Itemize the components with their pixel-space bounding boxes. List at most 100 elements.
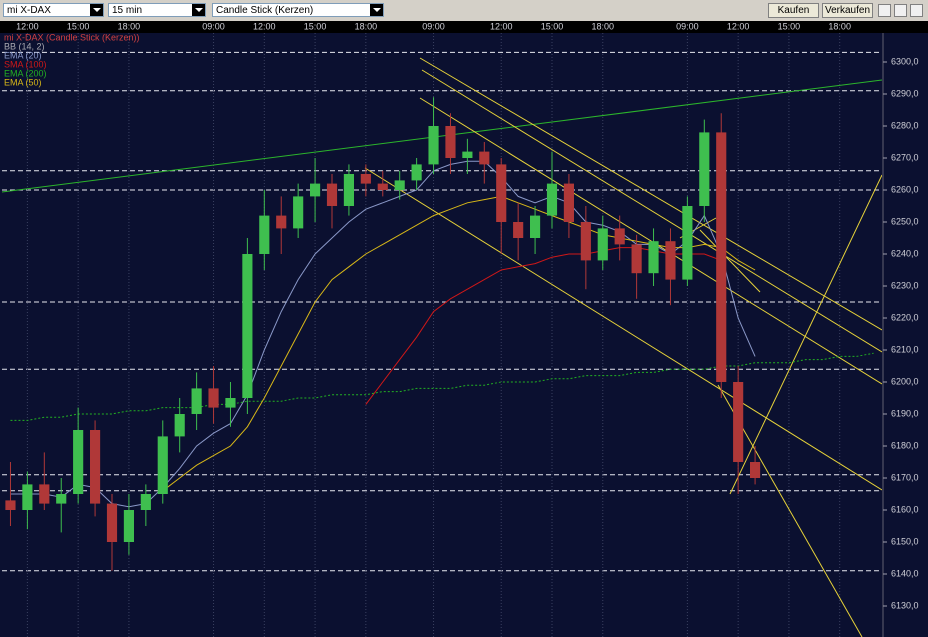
x-tick-label: 12:00 [490, 21, 513, 31]
candle-body [394, 180, 405, 190]
candle-body [5, 500, 16, 510]
chart-background [0, 21, 928, 637]
candle-body [310, 183, 321, 197]
y-tick-label: 6250,0 [891, 216, 919, 226]
candle-body [530, 215, 541, 238]
buy-button[interactable]: Kaufen [768, 3, 819, 18]
candle-body [343, 174, 354, 206]
legend-entry: SMA (100) [4, 59, 47, 69]
y-tick-label: 6290,0 [891, 88, 919, 98]
instrument-select[interactable]: mi X-DAX [3, 3, 104, 17]
candle-body [191, 388, 202, 414]
indicator-line [10, 352, 874, 421]
settings-icon[interactable] [910, 4, 923, 17]
interval-select[interactable]: 15 min [108, 3, 206, 17]
candle-body [580, 222, 591, 261]
y-tick-label: 6160,0 [891, 504, 919, 514]
y-tick-label: 6200,0 [891, 376, 919, 386]
candle-body [106, 503, 118, 542]
chart-style-select[interactable]: Candle Stick (Kerzen) [212, 3, 384, 17]
candle-body [39, 484, 50, 504]
trendline [419, 57, 882, 331]
y-tick-label: 6240,0 [891, 248, 919, 258]
instrument-label: mi X-DAX [7, 5, 51, 16]
trendlines [2, 57, 882, 637]
candle-body [411, 164, 422, 181]
candle-body [462, 151, 473, 158]
candle-body [631, 244, 642, 274]
candle-body [90, 430, 101, 504]
y-tick-label: 6300,0 [891, 56, 919, 66]
x-tick-label: 12:00 [16, 21, 39, 31]
trendline [2, 79, 882, 193]
candle-body [665, 241, 676, 280]
candle-body [73, 430, 84, 494]
x-tick-label: 12:00 [727, 21, 750, 31]
x-tick-label: 09:00 [202, 21, 225, 31]
chart: 6130,0 6140,0 6150,0 6160,0 6170,0 6180,0 6190… [0, 21, 928, 637]
candle-body [242, 254, 253, 398]
y-tick-label: 6190,0 [891, 408, 919, 418]
candle-body [56, 494, 67, 504]
legend-entry: BB (14, 2) [4, 41, 45, 51]
trendline [421, 69, 882, 353]
x-tick-label: 18:00 [118, 21, 141, 31]
legend-entry: EMA (20) [4, 50, 42, 60]
y-tick-label: 6130,0 [891, 600, 919, 610]
y-tick-label: 6210,0 [891, 344, 919, 354]
x-tick-label: 15:00 [541, 21, 564, 31]
candle-body [225, 398, 236, 408]
candle-body [157, 436, 168, 494]
time-axis-strip [0, 21, 928, 33]
x-tick-label: 18:00 [355, 21, 378, 31]
trendline [729, 174, 882, 495]
indicator-line [365, 247, 722, 405]
legend-entry: EMA (50) [4, 77, 42, 87]
y-tick-label: 6270,0 [891, 152, 919, 162]
y-tick-label: 6150,0 [891, 536, 919, 546]
candle-body [22, 484, 33, 510]
legend-entry: mi X-DAX (Candle Stick (Kerzen)) [4, 32, 140, 42]
candle-body [479, 151, 490, 165]
x-tick-label: 09:00 [422, 21, 445, 31]
candle-body [276, 215, 287, 229]
candle-body [750, 462, 761, 478]
x-tick-label: 09:00 [676, 21, 699, 31]
candle-body [597, 228, 608, 261]
y-tick-label: 6180,0 [891, 440, 919, 450]
candle-body [546, 183, 558, 216]
x-tick-label: 15:00 [304, 21, 327, 31]
candle-body [140, 494, 151, 510]
x-tick-label: 15:00 [778, 21, 801, 31]
trendline [364, 167, 882, 491]
x-tick-label: 12:00 [253, 21, 276, 31]
x-tick-label: 18:00 [828, 21, 851, 31]
y-axis-area [883, 33, 928, 637]
candle-body [445, 126, 456, 158]
candle-body [123, 510, 134, 542]
sell-button[interactable]: Verkaufen [822, 3, 873, 18]
candle-body [326, 183, 338, 206]
y-tick-label: 6140,0 [891, 568, 919, 578]
chart-icon[interactable] [878, 4, 891, 17]
candle-body [699, 132, 710, 206]
candle-body [733, 382, 744, 462]
y-tick-label: 6230,0 [891, 280, 919, 290]
candle-body [496, 164, 507, 222]
candle-body [360, 174, 371, 184]
interval-label: 15 min [112, 5, 143, 16]
trendline [699, 229, 761, 293]
draw-icon[interactable] [894, 4, 907, 17]
legend-entry: EMA (200) [4, 68, 47, 78]
candle-body [293, 196, 304, 229]
candle-body [648, 241, 659, 274]
x-tick-label: 15:00 [67, 21, 90, 31]
candle-body [428, 126, 439, 165]
y-tick-label: 6260,0 [891, 184, 919, 194]
candle-body [563, 183, 574, 222]
candle-body [682, 206, 693, 280]
toolbar: mi X-DAX 15 min Candle Stick (Kerzen) Ka… [0, 0, 928, 22]
candle-body [208, 388, 219, 408]
x-tick-label: 18:00 [592, 21, 615, 31]
